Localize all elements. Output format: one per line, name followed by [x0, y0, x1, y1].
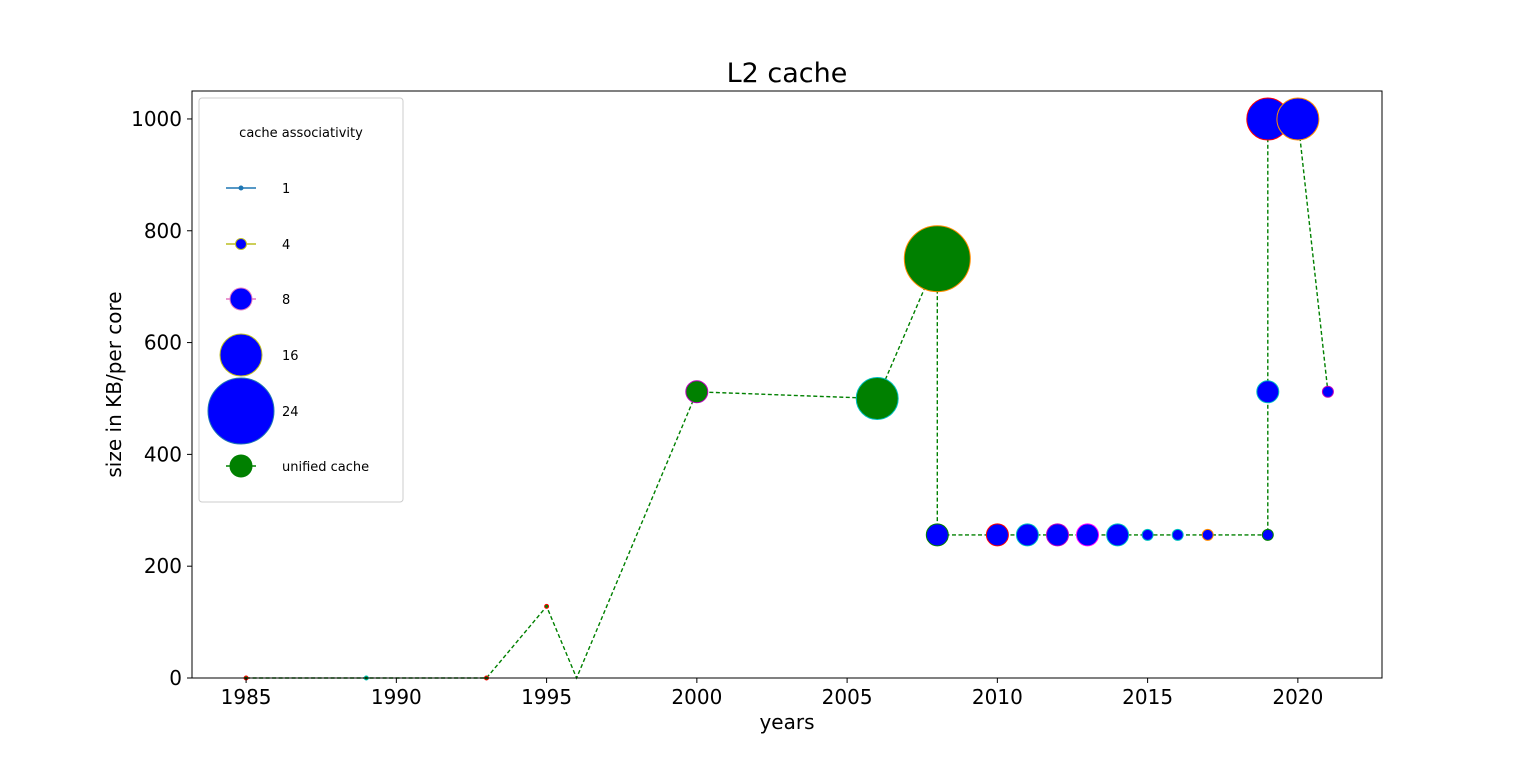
data-point-20 [1321, 385, 1334, 398]
legend-marker [235, 238, 247, 250]
data-point-8 [985, 523, 1009, 547]
data-point-14 [1171, 528, 1184, 541]
legend-entries: 1 4 8 16 24 unified cache [207, 182, 369, 478]
data-point-5 [855, 377, 899, 420]
legend-entry: 4 [226, 238, 290, 253]
legend: cache associativity 1 4 8 16 24 unified cache [198, 97, 404, 503]
x-tick-label: 2015 [1122, 685, 1173, 709]
legend-entry: 24 [207, 377, 299, 445]
chart-title: L2 cache [727, 58, 848, 89]
data-point-9 [1015, 523, 1039, 547]
x-tick-label: 1985 [221, 685, 272, 709]
legend-title: cache associativity [239, 126, 363, 141]
legend-label: 16 [282, 349, 299, 364]
data-point-15 [1201, 528, 1214, 541]
data-point-12 [1106, 523, 1130, 547]
x-axis-title: years [759, 710, 814, 734]
legend-marker [219, 333, 263, 377]
data-point-6 [903, 225, 971, 293]
y-tick-label: 1000 [131, 107, 182, 131]
legend-entry: unified cache [226, 454, 369, 478]
legend-label: 4 [282, 238, 290, 253]
y-axis-title: size in KB/per core [102, 291, 126, 477]
data-point-7 [925, 523, 949, 547]
data-point-10 [1046, 523, 1069, 547]
data-point-17 [1256, 380, 1280, 404]
legend-entry: 16 [219, 333, 299, 377]
legend-label: 1 [282, 182, 290, 197]
data-point-11 [1076, 523, 1099, 547]
y-tick-label: 600 [144, 331, 182, 355]
legend-entry: 8 [226, 287, 290, 311]
data-point-16 [1261, 528, 1274, 541]
y-axis: 0 200 400 600 800 1000 [131, 107, 192, 690]
legend-entry: 1 [226, 182, 290, 197]
data-point-3 [544, 603, 550, 609]
data-point-13 [1141, 528, 1154, 541]
y-tick-label: 200 [144, 554, 182, 578]
x-tick-label: 1995 [521, 685, 572, 709]
legend-marker [229, 454, 253, 478]
y-tick-label: 800 [144, 219, 182, 243]
legend-marker [207, 377, 275, 445]
x-tick-label: 1990 [371, 685, 422, 709]
series-line-layer [246, 118, 1329, 680]
x-tick-label: 2010 [972, 685, 1023, 709]
x-tick-label: 2020 [1272, 685, 1323, 709]
data-point-19 [1276, 97, 1320, 141]
x-tick-label: 2000 [671, 685, 722, 709]
x-tick-label: 2005 [822, 685, 873, 709]
y-tick-label: 400 [144, 442, 182, 466]
legend-label: 8 [282, 293, 290, 308]
plot-frame [191, 90, 1383, 679]
points-layer [243, 97, 1334, 681]
legend-label: unified cache [282, 460, 369, 475]
data-point-4 [685, 380, 709, 404]
series-line [246, 118, 1329, 680]
x-axis: 1985 1990 1995 2000 2005 2010 2015 2020 [221, 678, 1323, 709]
legend-label: 24 [282, 405, 299, 420]
legend-marker [238, 185, 244, 191]
legend-marker [229, 287, 253, 311]
y-tick-label: 0 [169, 666, 182, 690]
